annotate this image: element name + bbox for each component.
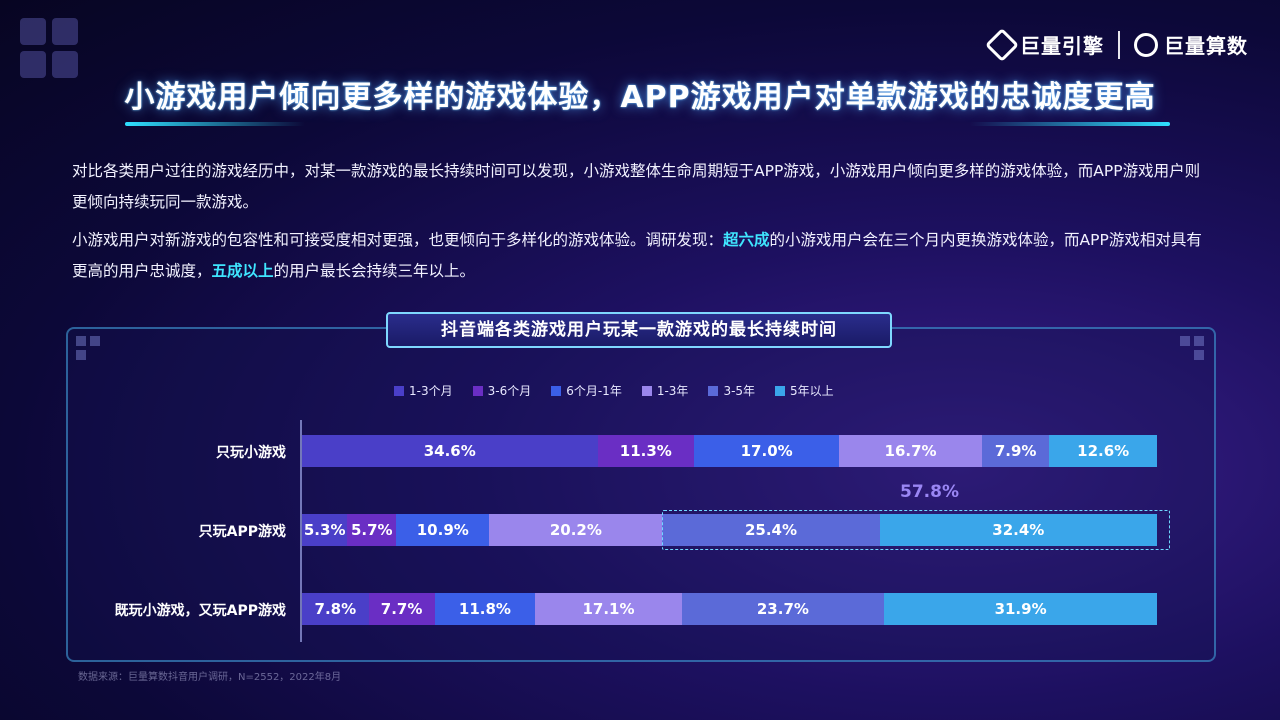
highlight-dashed-box — [662, 510, 1170, 550]
y-axis-line — [300, 420, 302, 642]
bar-segment: 5.3% — [302, 514, 348, 546]
legend-item: 1-3个月 — [394, 382, 453, 399]
bar-segment: 11.8% — [434, 593, 536, 625]
chart-legend: 1-3个月 3-6个月 6个月-1年 1-3年 3-5年 5年以上 — [394, 382, 834, 399]
paragraph2-part1: 小游戏用户对新游戏的包容性和可接受度相对更强，也更倾向于多样化的游戏体验。调研发… — [72, 231, 724, 249]
category-label: 只玩APP游戏 — [198, 524, 286, 540]
corner-deco — [1194, 336, 1204, 346]
legend-item: 5年以上 — [775, 382, 834, 399]
legend-label: 3-6个月 — [487, 384, 532, 398]
bar-segment: 16.7% — [839, 435, 982, 467]
legend-swatch — [472, 385, 483, 396]
logo1-text: 巨量引擎 — [1020, 34, 1104, 58]
paragraph-1: 对比各类用户过往的游戏经历中，对某一款游戏的最长持续时间可以发现，小游戏整体生命… — [72, 162, 1201, 211]
legend-swatch — [551, 385, 562, 396]
legend-item: 3-6个月 — [472, 382, 532, 399]
page-title: 小游戏用户倾向更多样的游戏体验，APP游戏用户对单款游戏的忠诚度更高 — [124, 80, 1156, 115]
legend-swatch — [775, 385, 786, 396]
legend-swatch — [708, 385, 719, 396]
bar-segment: 12.6% — [1049, 435, 1157, 467]
corner-deco — [1194, 350, 1204, 360]
bar-segment: 20.2% — [489, 514, 663, 546]
bar-segment: 31.9% — [884, 593, 1157, 625]
bar-segment: 32.4% — [879, 514, 1157, 546]
logo-juliang-suanshu: 巨量算数 — [1134, 30, 1248, 59]
logo-separator — [1118, 30, 1120, 59]
title-underline-right — [970, 122, 1170, 126]
suanshu-logo-icon — [1134, 32, 1158, 57]
title-underline-left — [125, 122, 305, 126]
decorative-squares — [20, 18, 80, 78]
bar-segment: 7.8% — [302, 593, 369, 625]
logo-juliang-engine: 巨量引擎 — [985, 27, 1104, 62]
bar-segment: 10.9% — [396, 514, 490, 546]
legend-item: 1-3年 — [641, 382, 689, 399]
highlight-over-60: 超六成 — [723, 231, 770, 249]
bar-segment: 34.6% — [302, 435, 598, 467]
legend-swatch — [394, 385, 404, 396]
paragraph2-part2: 的小游戏用户会在三个月内更换游戏体验，而APP游戏相对具有更高的用户忠诚度， — [72, 231, 1202, 280]
stacked-bar: 5.3% 5.7% 10.9% 20.2% 25.4% 32.4% — [302, 514, 1157, 546]
stacked-bar: 7.8% 7.7% 11.8% 17.1% 23.7% 31.9% — [302, 593, 1157, 625]
bar-segment: 17.1% — [535, 593, 682, 625]
stacked-bar: 34.6% 11.3% 17.0% 16.7% 7.9% 12.6% — [302, 435, 1157, 467]
paragraph-2: 小游戏用户对新游戏的包容性和可接受度相对更强，也更倾向于多样化的游戏体验。调研发… — [72, 225, 1212, 287]
bar-segment: 5.7% — [347, 514, 397, 546]
corner-deco — [90, 336, 100, 346]
legend-label: 6个月-1年 — [566, 384, 622, 398]
legend-label: 5年以上 — [790, 384, 834, 398]
corner-deco — [76, 336, 86, 346]
legend-label: 3-5年 — [723, 384, 756, 398]
category-label: 只玩小游戏 — [216, 445, 286, 461]
legend-item: 3-5年 — [708, 382, 755, 399]
bar-segment: 7.9% — [981, 435, 1050, 467]
legend-swatch — [641, 385, 652, 396]
chart-title: 抖音端各类游戏用户玩某一款游戏的最长持续时间 — [386, 312, 892, 348]
bar-segment: 11.3% — [597, 435, 695, 467]
bar-segment: 7.7% — [368, 593, 435, 625]
bar-segment: 17.0% — [694, 435, 840, 467]
legend-item: 6个月-1年 — [551, 382, 622, 399]
logo2-text: 巨量算数 — [1164, 34, 1248, 58]
paragraph2-part3: 的用户最长会持续三年以上。 — [273, 262, 476, 280]
engine-logo-icon — [985, 27, 1019, 62]
data-source: 数据来源：巨量算数抖音用户调研，N=2552，2022年8月 — [78, 672, 342, 683]
annotation-label: 57.8% — [900, 482, 959, 502]
corner-deco — [1180, 336, 1190, 346]
bar-segment: 23.7% — [681, 593, 885, 625]
category-label: 既玩小游戏，又玩APP游戏 — [114, 603, 286, 619]
highlight-over-50: 五成以上 — [211, 262, 274, 280]
legend-label: 1-3个月 — [409, 384, 453, 398]
bar-segment: 25.4% — [662, 514, 880, 546]
corner-deco — [76, 350, 86, 360]
logos: 巨量引擎 巨量算数 — [985, 27, 1248, 62]
legend-label: 1-3年 — [656, 384, 689, 398]
